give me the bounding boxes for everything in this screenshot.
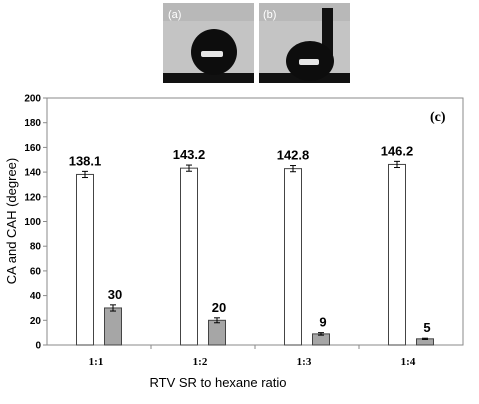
bar <box>284 168 302 346</box>
x-tick-label: 1:4 <box>401 356 416 368</box>
x-tick-label: 1:3 <box>297 356 312 368</box>
photo-b-label: (b) <box>263 9 276 21</box>
data-label: 142.8 <box>277 148 310 163</box>
droplet-photo-a: (a) <box>163 3 254 83</box>
bar-series: 138.1 30 143.2 20 142.8 9 146.2 5 <box>69 143 434 346</box>
y-tick-label: 60 <box>30 266 42 277</box>
photo-a-label: (a) <box>168 9 181 21</box>
bar <box>76 173 94 346</box>
x-axis-title: RTV SR to hexane ratio <box>149 375 286 390</box>
data-label: 20 <box>212 300 226 315</box>
bar <box>180 167 198 346</box>
data-label: 146.2 <box>381 143 414 158</box>
y-tick-label: 120 <box>24 192 41 203</box>
y-tick-label: 160 <box>24 143 41 154</box>
bar <box>104 307 122 346</box>
bar <box>388 163 406 346</box>
x-tick-label: 1:1 <box>89 356 104 368</box>
data-label: 30 <box>108 287 122 302</box>
x-axis: 1:1 1:2 1:3 1:4 <box>89 345 416 368</box>
y-tick-label: 80 <box>30 242 42 253</box>
data-label: 5 <box>423 320 430 335</box>
y-tick-label: 100 <box>24 217 41 228</box>
y-tick-label: 200 <box>24 94 41 105</box>
y-tick-label: 180 <box>24 118 41 129</box>
y-tick-label: 40 <box>30 291 42 302</box>
droplet-photo-b: (b) <box>259 3 350 83</box>
y-tick-label: 0 <box>35 341 41 352</box>
data-label: 143.2 <box>173 147 206 162</box>
y-tick-label: 140 <box>24 168 41 179</box>
data-label: 9 <box>319 315 326 330</box>
y-axis-title: CA and CAH (degree) <box>4 158 19 284</box>
data-label: 138.1 <box>69 153 102 168</box>
panel-c-label: (c) <box>430 110 446 125</box>
bar <box>208 319 226 346</box>
x-tick-label: 1:2 <box>193 356 208 368</box>
y-tick-label: 20 <box>30 316 42 327</box>
y-axis: 0 20 40 60 80 100 120 140 160 180 200 <box>24 94 47 352</box>
